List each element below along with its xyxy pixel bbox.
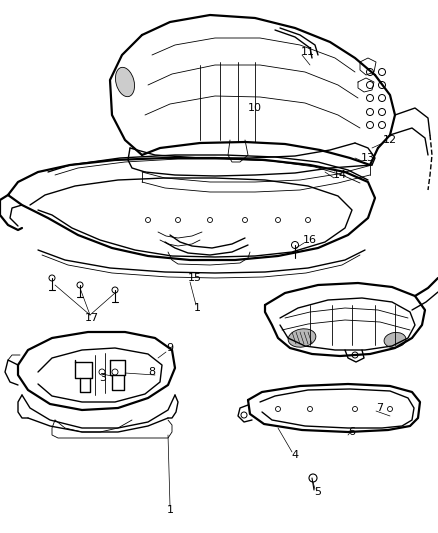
Ellipse shape — [384, 333, 406, 348]
Text: 4: 4 — [291, 450, 299, 460]
Text: 7: 7 — [376, 403, 384, 413]
Text: 11: 11 — [301, 47, 315, 57]
Text: 9: 9 — [166, 343, 173, 353]
Ellipse shape — [116, 67, 134, 96]
Text: 10: 10 — [248, 103, 262, 113]
Text: 13: 13 — [361, 153, 375, 163]
Text: 16: 16 — [303, 235, 317, 245]
Text: 17: 17 — [85, 313, 99, 323]
Text: 3: 3 — [99, 373, 106, 383]
Text: 6: 6 — [349, 427, 356, 437]
Text: 1: 1 — [194, 303, 201, 313]
Text: 1: 1 — [166, 505, 173, 515]
Text: 12: 12 — [383, 135, 397, 145]
Text: 5: 5 — [314, 487, 321, 497]
Text: 15: 15 — [188, 273, 202, 283]
Ellipse shape — [288, 329, 316, 347]
Text: 8: 8 — [148, 367, 155, 377]
Text: 14: 14 — [333, 170, 347, 180]
